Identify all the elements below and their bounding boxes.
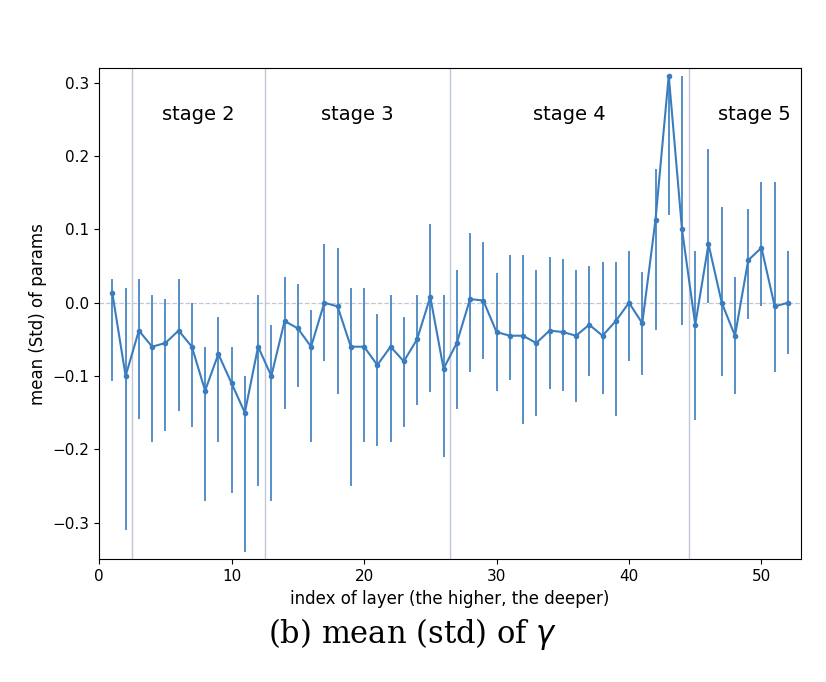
Text: stage 2: stage 2 <box>162 105 235 124</box>
Text: stage 3: stage 3 <box>321 105 394 124</box>
Text: stage 4: stage 4 <box>533 105 605 124</box>
Text: (b) mean (std) of $\gamma$: (b) mean (std) of $\gamma$ <box>268 617 558 652</box>
X-axis label: index of layer (the higher, the deeper): index of layer (the higher, the deeper) <box>291 589 610 608</box>
Text: stage 5: stage 5 <box>719 105 791 124</box>
Y-axis label: mean (Std) of params: mean (Std) of params <box>29 223 47 404</box>
